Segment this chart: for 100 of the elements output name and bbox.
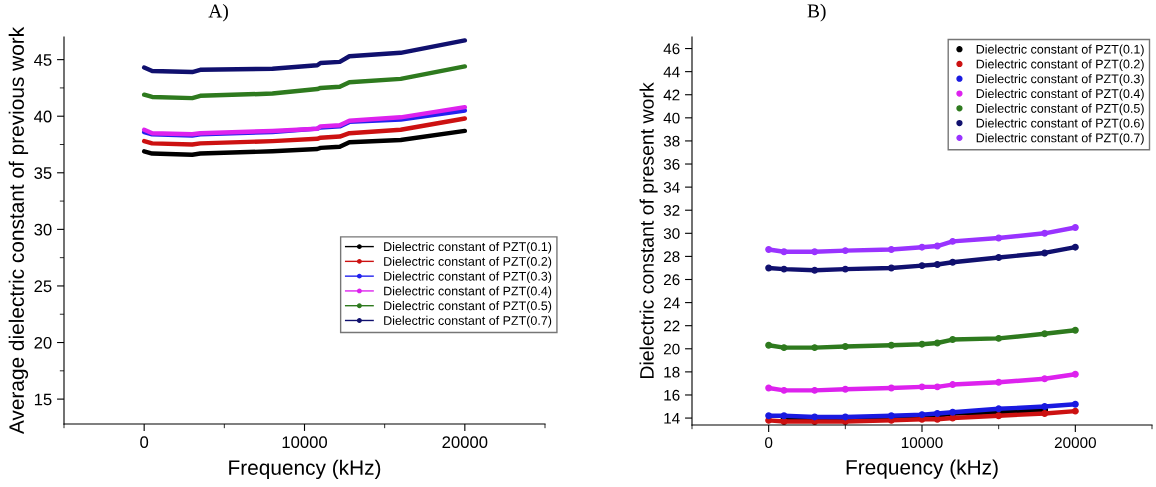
x-tick-label: 0	[765, 437, 773, 449]
x-tick-label: 20000	[1054, 437, 1096, 449]
point	[1041, 330, 1049, 338]
point	[841, 265, 849, 273]
point	[949, 414, 957, 422]
point	[765, 264, 773, 272]
point	[995, 412, 1003, 420]
legend-label: Dielectric constant of PZT(0.2)	[384, 256, 552, 269]
x-tick-label: 20000	[442, 436, 488, 449]
point	[949, 336, 957, 344]
line-series	[141, 128, 468, 157]
y-tick-label: 26	[663, 274, 680, 286]
point	[765, 341, 773, 349]
y-tick-label: 42	[663, 89, 680, 101]
point	[949, 381, 957, 389]
y-tick-label: 15	[34, 393, 52, 406]
y-tick-label: 38	[663, 135, 680, 147]
legend-label: Dielectric constant of PZT(0.1)	[976, 44, 1144, 57]
point	[995, 378, 1003, 386]
point	[765, 384, 773, 392]
point	[1041, 375, 1049, 383]
point	[765, 246, 773, 253]
y-tick-label: 30	[663, 228, 680, 239]
y-tick-label: 40	[34, 110, 52, 123]
point	[841, 385, 849, 393]
y-tick-label: 20	[663, 343, 680, 355]
x-tick-label: 10000	[282, 436, 328, 449]
legend-label: Dielectric constant of PZT(0.2)	[976, 59, 1144, 71]
legend-label: Dielectric constant of PZT(0.7)	[976, 133, 1144, 145]
point	[995, 234, 1003, 242]
legend-label: Dielectric constant of PZT(0.3)	[384, 271, 552, 284]
point	[1071, 400, 1079, 408]
y-tick-label: 30	[34, 223, 52, 236]
legend-label: Dielectric constant of PZT(0.7)	[384, 315, 552, 328]
point	[995, 254, 1003, 262]
point	[918, 383, 926, 391]
y-tick-label: 36	[663, 158, 680, 170]
y-tick-label: 25	[34, 280, 52, 293]
point	[918, 340, 926, 348]
point	[780, 386, 788, 394]
point	[933, 339, 941, 347]
legend-label: Dielectric constant of PZT(0.4)	[976, 88, 1144, 101]
point	[780, 344, 788, 352]
point	[811, 266, 819, 274]
line-series	[141, 38, 468, 75]
y-tick-label: 32	[663, 205, 680, 216]
point	[811, 344, 819, 352]
line-series	[141, 116, 468, 147]
y-tick-label: 18	[664, 366, 680, 378]
point	[995, 334, 1003, 342]
chart-title: A)	[208, 3, 228, 22]
point	[918, 262, 926, 270]
y-tick-label: 22	[663, 320, 680, 332]
y-tick-label: 45	[34, 54, 52, 66]
point	[918, 243, 926, 251]
y-tick-label: 24	[663, 297, 680, 309]
legend-label: Dielectric constant of PZT(0.3)	[976, 74, 1144, 86]
point	[887, 246, 895, 253]
point	[949, 258, 957, 266]
point	[1071, 370, 1079, 378]
y-axis-title: Dielectric constant of present work	[639, 82, 658, 378]
point	[887, 384, 895, 392]
y-tick-label: 28	[663, 251, 680, 263]
point	[841, 247, 849, 255]
point	[811, 248, 819, 256]
point	[887, 264, 895, 272]
point	[1071, 407, 1079, 415]
legend-label: Dielectric constant of PZT(0.1)	[384, 241, 552, 254]
point	[1071, 243, 1079, 251]
point	[1071, 326, 1079, 334]
y-axis-title: Average dielectric constant of previous work	[8, 26, 29, 435]
y-tick-label: 34	[663, 181, 680, 193]
point	[765, 412, 773, 420]
x-axis-title: Frequency (kHz)	[229, 459, 381, 480]
y-tick-label: 46	[663, 43, 680, 55]
chart-title: B)	[807, 3, 826, 22]
legend-label: Dielectric constant of PZT(0.5)	[384, 301, 552, 313]
point	[933, 261, 941, 268]
y-tick-label: 14	[664, 413, 680, 424]
y-tick-label: 35	[34, 167, 52, 179]
point	[1041, 229, 1049, 237]
y-tick-label: 16	[664, 389, 680, 401]
x-tick-label: 10000	[901, 437, 943, 449]
point	[780, 265, 788, 273]
point	[933, 242, 941, 250]
line-series	[141, 64, 468, 101]
y-tick-label: 20	[34, 336, 52, 349]
point	[841, 343, 849, 350]
point	[811, 386, 819, 394]
point	[1041, 249, 1049, 257]
point	[933, 383, 941, 391]
point	[887, 341, 895, 349]
y-tick-label: 40	[663, 112, 680, 124]
y-tick-label: 44	[663, 66, 680, 78]
x-tick-label: 0	[140, 436, 149, 449]
point	[780, 248, 788, 256]
point	[1041, 403, 1049, 410]
point	[949, 237, 957, 245]
point	[1071, 224, 1079, 232]
legend-label: Dielectric constant of PZT(0.4)	[384, 286, 552, 298]
